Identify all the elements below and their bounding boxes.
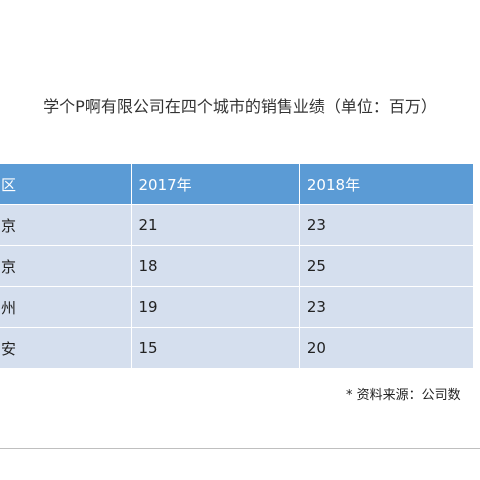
source-note: * 资料来源：公司数 — [346, 388, 461, 403]
cell-2018: 23 — [299, 204, 475, 246]
cell-2018: 20 — [299, 327, 475, 369]
cell-2017: 18 — [131, 245, 300, 287]
cell-region: 京 — [0, 204, 132, 246]
table-header-row: 区 2017年 2018年 — [0, 164, 475, 205]
table-row: 州 19 23 — [0, 286, 475, 328]
header-2017: 2017年 — [131, 164, 300, 205]
table-row: 京 18 25 — [0, 245, 475, 287]
cell-2017: 15 — [131, 327, 300, 369]
cell-region: 京 — [0, 245, 132, 287]
bottom-divider — [0, 448, 480, 449]
cell-2017: 21 — [131, 204, 300, 246]
cell-2018: 23 — [299, 286, 475, 328]
cell-region: 安 — [0, 327, 132, 369]
page-title: 学个P啊有限公司在四个城市的销售业绩（单位：百万） — [43, 97, 437, 116]
cell-region: 州 — [0, 286, 132, 328]
cell-2018: 25 — [299, 245, 475, 287]
header-2018: 2018年 — [299, 164, 475, 205]
sales-table: 区 2017年 2018年 京 21 23 京 18 25 州 19 23 — [0, 164, 475, 369]
cell-2017: 19 — [131, 286, 300, 328]
table-row: 安 15 20 — [0, 327, 475, 369]
table-row: 京 21 23 — [0, 204, 475, 246]
header-region: 区 — [0, 164, 132, 205]
